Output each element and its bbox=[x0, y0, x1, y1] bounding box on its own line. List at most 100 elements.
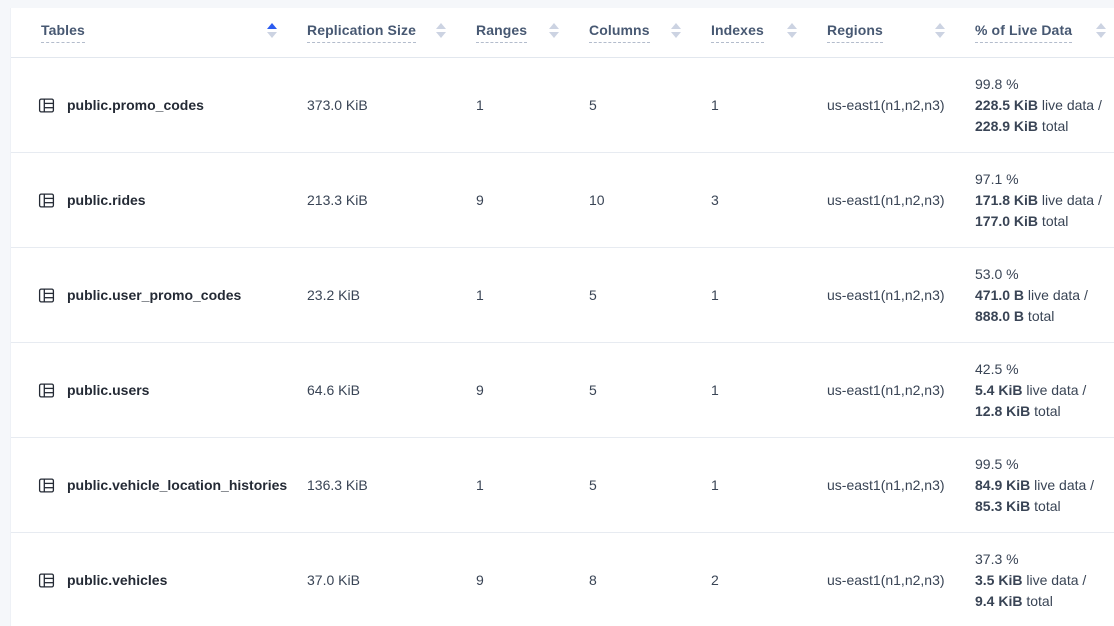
columns-cell: 10 bbox=[589, 192, 605, 208]
live-data-amount: 171.8 KiB live data / bbox=[975, 191, 1102, 208]
live-data-amount: 471.0 B live data / bbox=[975, 286, 1088, 303]
indexes-cell: 3 bbox=[711, 192, 719, 208]
indexes-cell: 1 bbox=[711, 382, 719, 398]
live-data-cell: 99.8 % 228.5 KiB live data / 228.9 KiB t… bbox=[975, 58, 1114, 152]
table-row: public.rides 213.3 KiB 9 10 3 us-east1(n… bbox=[11, 153, 1114, 248]
database-tables-card: Tables Replication Size Ranges Columns I… bbox=[10, 8, 1114, 626]
live-data-percent: 37.3 % bbox=[975, 550, 1019, 567]
sort-icon[interactable] bbox=[436, 23, 446, 38]
column-header-label: Indexes bbox=[711, 22, 764, 43]
total-data-amount: 85.3 KiB total bbox=[975, 497, 1061, 514]
regions-cell: us-east1(n1,n2,n3) bbox=[827, 287, 945, 303]
column-header-columns[interactable]: Columns bbox=[589, 8, 711, 57]
regions-cell: us-east1(n1,n2,n3) bbox=[827, 192, 945, 208]
table-icon bbox=[38, 572, 55, 588]
sort-icon[interactable] bbox=[935, 23, 945, 38]
table-row: public.users 64.6 KiB 9 5 1 us-east1(n1,… bbox=[11, 343, 1114, 438]
column-header-label: Columns bbox=[589, 22, 650, 43]
live-data-cell: 97.1 % 171.8 KiB live data / 177.0 KiB t… bbox=[975, 153, 1114, 247]
table-name-link[interactable]: public.vehicle_location_histories bbox=[67, 477, 288, 493]
table-name-link[interactable]: public.promo_codes bbox=[67, 97, 204, 113]
column-header-tables[interactable]: Tables bbox=[11, 8, 307, 57]
table-icon bbox=[38, 382, 55, 398]
ranges-cell: 1 bbox=[476, 287, 484, 303]
table-row: public.vehicles 37.0 KiB 9 8 2 us-east1(… bbox=[11, 533, 1114, 626]
indexes-cell: 1 bbox=[711, 97, 719, 113]
live-data-percent: 53.0 % bbox=[975, 265, 1019, 282]
live-data-cell: 37.3 % 3.5 KiB live data / 9.4 KiB total bbox=[975, 533, 1114, 626]
table-icon bbox=[38, 192, 55, 208]
regions-cell: us-east1(n1,n2,n3) bbox=[827, 97, 945, 113]
table-name-cell: public.rides bbox=[11, 153, 307, 247]
ranges-cell: 1 bbox=[476, 97, 484, 113]
table-name-cell: public.vehicle_location_histories bbox=[11, 438, 307, 532]
table-row: public.promo_codes 373.0 KiB 1 5 1 us-ea… bbox=[11, 58, 1114, 153]
sort-icon[interactable] bbox=[671, 23, 681, 38]
sort-icon[interactable] bbox=[549, 23, 559, 38]
total-data-amount: 9.4 KiB total bbox=[975, 592, 1053, 609]
live-data-cell: 99.5 % 84.9 KiB live data / 85.3 KiB tot… bbox=[975, 438, 1114, 532]
replication-size-cell: 136.3 KiB bbox=[307, 477, 368, 493]
column-header-indexes[interactable]: Indexes bbox=[711, 8, 827, 57]
replication-size-cell: 373.0 KiB bbox=[307, 97, 368, 113]
total-data-amount: 12.8 KiB total bbox=[975, 402, 1061, 419]
columns-cell: 5 bbox=[589, 287, 597, 303]
live-data-cell: 53.0 % 471.0 B live data / 888.0 B total bbox=[975, 248, 1114, 342]
regions-cell: us-east1(n1,n2,n3) bbox=[827, 382, 945, 398]
ranges-cell: 9 bbox=[476, 572, 484, 588]
indexes-cell: 1 bbox=[711, 287, 719, 303]
table-icon bbox=[38, 97, 55, 113]
live-data-amount: 228.5 KiB live data / bbox=[975, 96, 1102, 113]
table-name-cell: public.vehicles bbox=[11, 533, 307, 626]
live-data-amount: 3.5 KiB live data / bbox=[975, 571, 1087, 588]
columns-cell: 5 bbox=[589, 382, 597, 398]
column-header-label: Tables bbox=[41, 22, 85, 43]
table-header: Tables Replication Size Ranges Columns I… bbox=[11, 8, 1114, 58]
live-data-amount: 84.9 KiB live data / bbox=[975, 476, 1095, 493]
column-header-replication-size[interactable]: Replication Size bbox=[307, 8, 476, 57]
live-data-percent: 97.1 % bbox=[975, 170, 1019, 187]
live-data-percent: 99.8 % bbox=[975, 75, 1019, 92]
replication-size-cell: 213.3 KiB bbox=[307, 192, 368, 208]
column-header-live-data[interactable]: % of Live Data bbox=[975, 8, 1114, 57]
ranges-cell: 9 bbox=[476, 192, 484, 208]
column-header-label: Regions bbox=[827, 22, 883, 43]
table-name-link[interactable]: public.vehicles bbox=[67, 572, 168, 588]
table-body: public.promo_codes 373.0 KiB 1 5 1 us-ea… bbox=[11, 58, 1114, 626]
columns-cell: 5 bbox=[589, 97, 597, 113]
total-data-amount: 888.0 B total bbox=[975, 307, 1055, 324]
table-name-link[interactable]: public.users bbox=[67, 382, 150, 398]
table-name-cell: public.users bbox=[11, 343, 307, 437]
replication-size-cell: 23.2 KiB bbox=[307, 287, 360, 303]
regions-cell: us-east1(n1,n2,n3) bbox=[827, 572, 945, 588]
indexes-cell: 1 bbox=[711, 477, 719, 493]
indexes-cell: 2 bbox=[711, 572, 719, 588]
column-header-label: Replication Size bbox=[307, 22, 416, 43]
table-name-cell: public.user_promo_codes bbox=[11, 248, 307, 342]
total-data-amount: 228.9 KiB total bbox=[975, 117, 1069, 134]
live-data-amount: 5.4 KiB live data / bbox=[975, 381, 1087, 398]
table-icon bbox=[38, 287, 55, 303]
column-header-label: % of Live Data bbox=[975, 22, 1073, 43]
table-row: public.vehicle_location_histories 136.3 … bbox=[11, 438, 1114, 533]
ranges-cell: 9 bbox=[476, 382, 484, 398]
table-icon bbox=[38, 477, 55, 493]
table-row: public.user_promo_codes 23.2 KiB 1 5 1 u… bbox=[11, 248, 1114, 343]
column-header-label: Ranges bbox=[476, 22, 528, 43]
sort-icon[interactable] bbox=[787, 23, 797, 38]
table-name-link[interactable]: public.user_promo_codes bbox=[67, 287, 242, 303]
columns-cell: 8 bbox=[589, 572, 597, 588]
total-data-amount: 177.0 KiB total bbox=[975, 212, 1069, 229]
sort-icon[interactable] bbox=[267, 23, 277, 38]
live-data-percent: 42.5 % bbox=[975, 360, 1019, 377]
table-name-cell: public.promo_codes bbox=[11, 58, 307, 152]
columns-cell: 5 bbox=[589, 477, 597, 493]
live-data-cell: 42.5 % 5.4 KiB live data / 12.8 KiB tota… bbox=[975, 343, 1114, 437]
replication-size-cell: 37.0 KiB bbox=[307, 572, 360, 588]
table-name-link[interactable]: public.rides bbox=[67, 192, 146, 208]
ranges-cell: 1 bbox=[476, 477, 484, 493]
replication-size-cell: 64.6 KiB bbox=[307, 382, 360, 398]
sort-icon[interactable] bbox=[1096, 23, 1106, 38]
column-header-ranges[interactable]: Ranges bbox=[476, 8, 589, 57]
column-header-regions[interactable]: Regions bbox=[827, 8, 975, 57]
